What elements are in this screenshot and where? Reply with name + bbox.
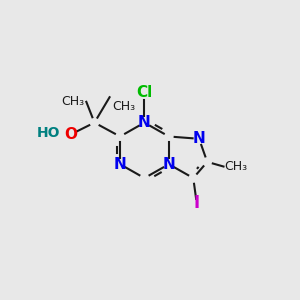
Text: CH₃: CH₃ — [61, 95, 84, 108]
Text: N: N — [138, 115, 151, 130]
Text: HO: HO — [37, 126, 61, 140]
Text: CH₃: CH₃ — [112, 100, 135, 112]
Text: I: I — [194, 194, 200, 212]
Text: Cl: Cl — [136, 85, 153, 100]
Text: O: O — [65, 127, 78, 142]
Text: N: N — [163, 157, 175, 172]
Text: CH₃: CH₃ — [225, 160, 248, 173]
Text: N: N — [114, 157, 126, 172]
Text: N: N — [193, 131, 206, 146]
